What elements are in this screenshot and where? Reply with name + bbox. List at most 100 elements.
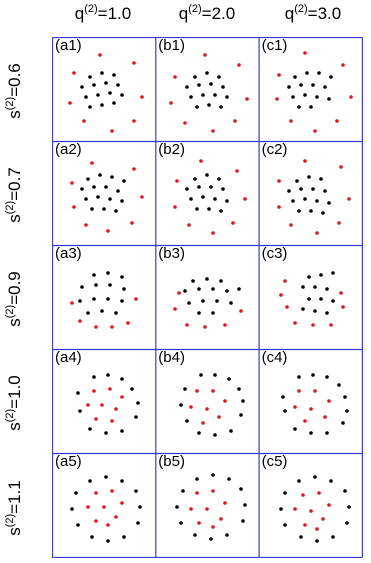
particle-plot (280, 373, 349, 435)
black-particle (181, 489, 186, 493)
black-particle (122, 287, 126, 291)
black-particle (215, 299, 220, 303)
black-particle (116, 83, 120, 87)
particle-plot (274, 51, 353, 133)
black-particle (195, 207, 200, 211)
panel-label: (a3) (55, 245, 82, 262)
particle-plot (278, 475, 351, 543)
red-particle (292, 321, 297, 325)
black-particle (108, 283, 112, 287)
panel-label: (a1) (55, 37, 82, 54)
red-particle (211, 129, 216, 133)
black-particle (213, 93, 218, 97)
black-particle (310, 83, 315, 87)
black-particle (330, 271, 335, 275)
black-particle (104, 81, 108, 85)
panel-label: (a5) (55, 453, 82, 470)
red-particle (310, 323, 315, 327)
red-particle (302, 51, 307, 55)
panel-b3: (b3) (155, 245, 258, 349)
panel-label: (c3) (261, 245, 288, 262)
black-particle (290, 95, 295, 99)
red-particle (326, 503, 331, 507)
panel-c4: (c4) (259, 349, 362, 453)
row-header-sup: (2) (4, 96, 16, 111)
black-particle (122, 535, 126, 539)
black-particle (106, 539, 110, 543)
row-header-pre: s (5, 527, 24, 536)
black-particle (221, 187, 226, 191)
row-header-pre: s (5, 214, 24, 223)
particle-plot (68, 53, 144, 133)
panel-label: (b5) (158, 453, 185, 470)
black-particle (92, 273, 96, 277)
black-particle (102, 207, 106, 211)
red-particle (243, 197, 248, 201)
red-particle (288, 119, 293, 123)
black-particle (201, 93, 206, 97)
panel-c5: (c5) (259, 453, 362, 557)
black-particle (344, 409, 349, 413)
red-particle (72, 205, 76, 209)
red-particle (173, 307, 178, 311)
black-particle (179, 521, 184, 525)
black-particle (294, 179, 299, 183)
black-particle (318, 177, 323, 181)
black-particle (340, 421, 345, 425)
black-particle (98, 173, 102, 177)
black-particle (243, 503, 248, 507)
black-particle (175, 505, 180, 509)
panel-a3: (a3) (52, 245, 155, 349)
red-particle (84, 223, 88, 227)
black-particle (84, 197, 88, 201)
red-particle (187, 223, 192, 227)
black-particle (94, 283, 98, 287)
red-particle (245, 97, 250, 101)
red-particle (86, 505, 90, 509)
black-particle (78, 409, 82, 413)
red-particle (110, 419, 114, 423)
black-particle (100, 103, 104, 107)
red-particle (346, 197, 351, 201)
panel-c2: (c2) (259, 141, 362, 245)
column-header-q3: q(2)=3.0 (263, 2, 363, 26)
row-header-s2: s(2)=0.7 (3, 145, 27, 245)
black-particle (300, 307, 305, 311)
row-header-post: =1.0 (5, 375, 24, 409)
black-particle (80, 187, 84, 191)
panel-b2: (b2) (155, 141, 258, 245)
column-header-sup: (2) (84, 3, 98, 15)
red-particle (320, 517, 325, 521)
red-particle (308, 407, 313, 411)
column-header-post: =3.0 (307, 4, 342, 23)
red-particle (231, 221, 236, 225)
black-particle (237, 387, 242, 391)
column-header-q2: q(2)=2.0 (157, 2, 257, 26)
black-particle (298, 83, 303, 87)
particle-plot (179, 373, 246, 437)
red-particle (106, 523, 110, 527)
black-particle (209, 537, 214, 541)
black-particle (193, 177, 198, 181)
panel-a4: (a4) (52, 349, 155, 453)
red-particle (114, 515, 118, 519)
particle-plot (175, 473, 248, 541)
black-particle (205, 277, 210, 281)
black-particle (197, 287, 202, 291)
panel-b4: (b4) (155, 349, 258, 453)
black-particle (92, 185, 96, 189)
panel-label: (c2) (261, 141, 288, 158)
black-particle (308, 105, 313, 109)
red-particle (102, 505, 106, 509)
black-particle (191, 279, 196, 283)
red-particle (195, 491, 200, 495)
particle-plot (76, 373, 140, 435)
row-header-sup: (2) (4, 200, 16, 215)
red-particle (120, 501, 124, 505)
black-particle (207, 103, 212, 107)
row-header-pre: s (5, 110, 24, 119)
black-particle (282, 491, 287, 495)
grid-lines (52, 37, 363, 558)
row-header-pre: s (5, 318, 24, 327)
red-particle (110, 325, 114, 329)
